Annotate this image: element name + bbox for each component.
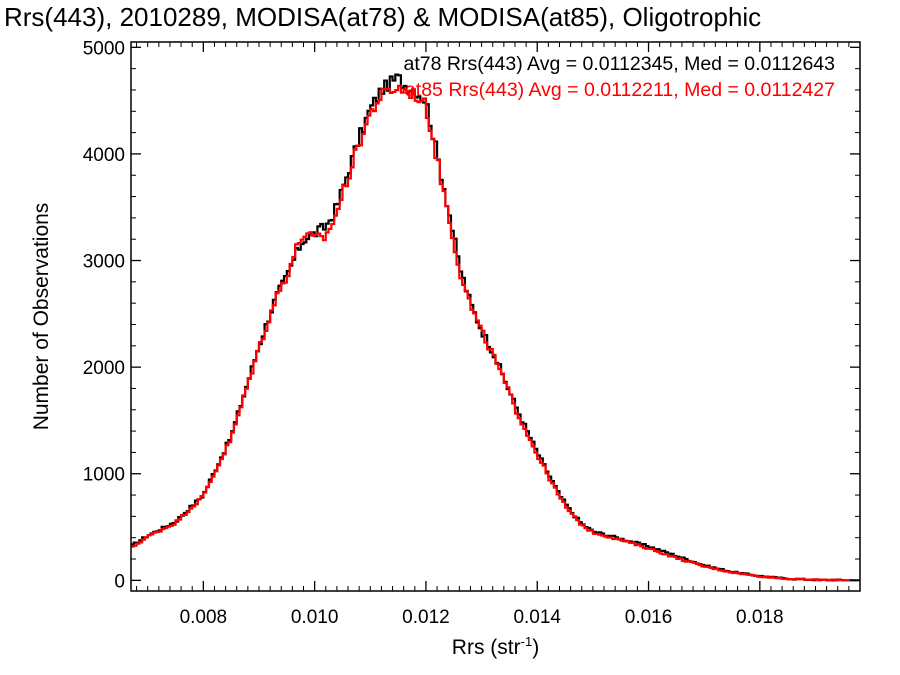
x-tick-label: 0.010 [291, 607, 339, 628]
plot-frame [130, 41, 861, 592]
y-tick-label: 4000 [83, 145, 125, 166]
chart-title: Rrs(443), 2010289, MODISA(at78) & MODISA… [4, 2, 762, 32]
legend-entry-at85: at85 Rrs(443) Avg = 0.0112211, Med = 0.0… [405, 79, 835, 101]
x-axis-label-sup: -1 [521, 634, 533, 649]
legend: at78 Rrs(443) Avg = 0.0112345, Med = 0.0… [404, 53, 836, 101]
x-tick-label: 0.018 [736, 607, 784, 628]
x-tick-label: 0.014 [513, 607, 561, 628]
y-tick-label: 2000 [83, 358, 125, 379]
series-line-at85 [131, 84, 860, 582]
series-layer [131, 73, 860, 582]
x-axis-label: Rrs (str-1) [452, 634, 539, 659]
y-tick-label: 0 [114, 571, 125, 592]
y-tick-label: 1000 [83, 465, 125, 486]
y-tick-label: 3000 [83, 252, 125, 273]
y-axis-label: Number of Observations [30, 203, 53, 431]
ticks-layer: 0.008 0.010 0.012 0.014 0.016 0.018 0 1000 2000 3… [83, 38, 861, 628]
x-axis-label-end: ) [532, 636, 539, 659]
x-tick-label: 0.012 [402, 607, 450, 628]
x-tick-label: 0.008 [180, 607, 228, 628]
legend-entry-at78: at78 Rrs(443) Avg = 0.0112345, Med = 0.0… [404, 53, 836, 75]
x-axis-label-text: Rrs (str [452, 636, 521, 659]
series-line-at78 [131, 73, 860, 582]
x-tick-label: 0.016 [625, 607, 673, 628]
y-tick-label: 5000 [83, 38, 125, 59]
